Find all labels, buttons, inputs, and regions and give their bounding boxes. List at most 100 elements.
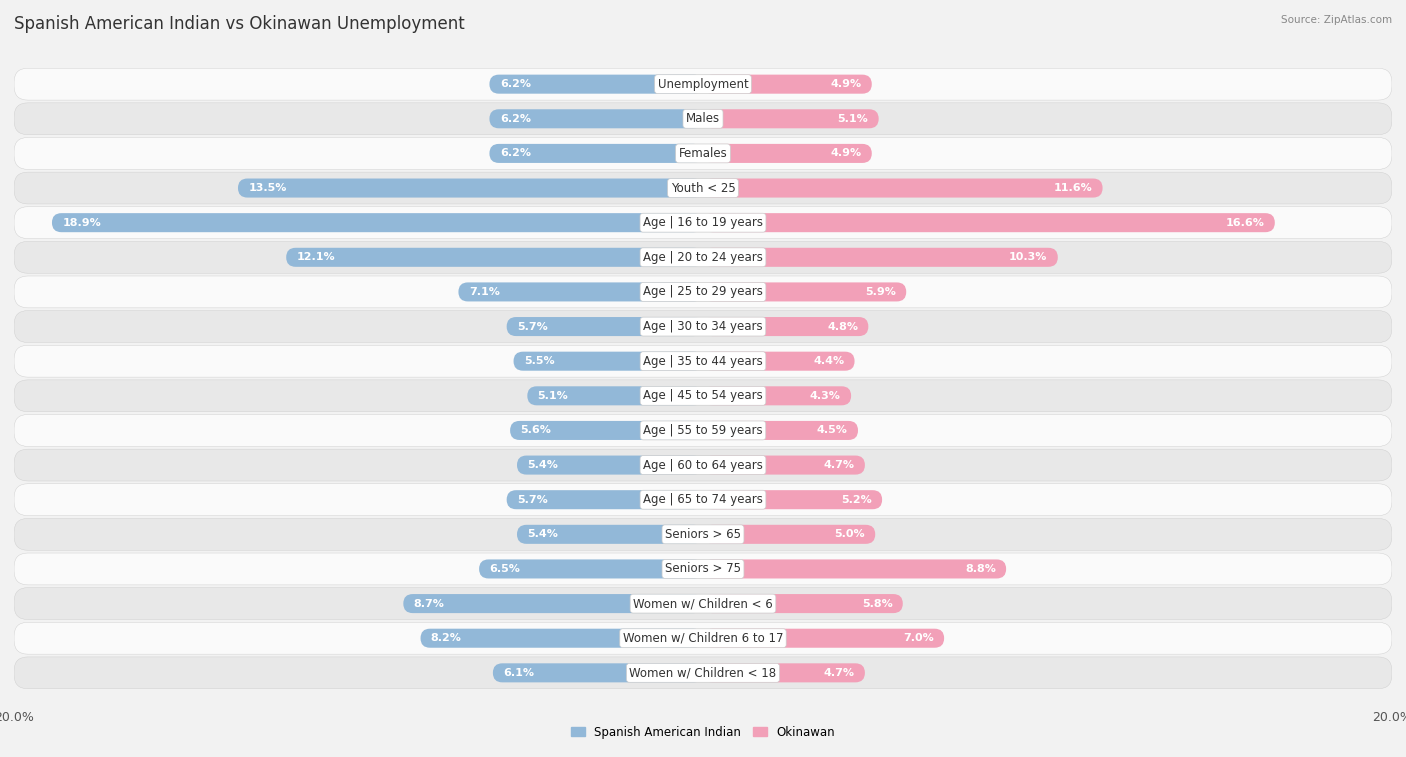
Text: 5.9%: 5.9% bbox=[865, 287, 896, 297]
FancyBboxPatch shape bbox=[494, 663, 703, 682]
FancyBboxPatch shape bbox=[14, 138, 1392, 170]
Text: 5.2%: 5.2% bbox=[841, 495, 872, 505]
FancyBboxPatch shape bbox=[238, 179, 703, 198]
Text: 12.1%: 12.1% bbox=[297, 252, 335, 262]
FancyBboxPatch shape bbox=[489, 109, 703, 128]
Text: 10.3%: 10.3% bbox=[1010, 252, 1047, 262]
Text: Unemployment: Unemployment bbox=[658, 78, 748, 91]
Text: Age | 35 to 44 years: Age | 35 to 44 years bbox=[643, 355, 763, 368]
Text: 6.2%: 6.2% bbox=[499, 114, 530, 124]
FancyBboxPatch shape bbox=[703, 559, 1007, 578]
Text: Spanish American Indian vs Okinawan Unemployment: Spanish American Indian vs Okinawan Unem… bbox=[14, 15, 465, 33]
FancyBboxPatch shape bbox=[703, 594, 903, 613]
Text: 6.2%: 6.2% bbox=[499, 148, 530, 158]
Text: 13.5%: 13.5% bbox=[249, 183, 287, 193]
Text: 4.5%: 4.5% bbox=[817, 425, 848, 435]
FancyBboxPatch shape bbox=[14, 449, 1392, 481]
Text: 4.7%: 4.7% bbox=[824, 460, 855, 470]
FancyBboxPatch shape bbox=[703, 629, 945, 648]
FancyBboxPatch shape bbox=[14, 484, 1392, 516]
Text: 6.5%: 6.5% bbox=[489, 564, 520, 574]
Text: Age | 30 to 34 years: Age | 30 to 34 years bbox=[643, 320, 763, 333]
Text: 4.7%: 4.7% bbox=[824, 668, 855, 678]
FancyBboxPatch shape bbox=[479, 559, 703, 578]
Text: Males: Males bbox=[686, 112, 720, 126]
Text: 5.7%: 5.7% bbox=[517, 322, 548, 332]
FancyBboxPatch shape bbox=[703, 75, 872, 94]
Text: Age | 25 to 29 years: Age | 25 to 29 years bbox=[643, 285, 763, 298]
FancyBboxPatch shape bbox=[510, 421, 703, 440]
FancyBboxPatch shape bbox=[513, 352, 703, 371]
Text: Youth < 25: Youth < 25 bbox=[671, 182, 735, 195]
Text: 4.3%: 4.3% bbox=[810, 391, 841, 400]
Text: Women w/ Children 6 to 17: Women w/ Children 6 to 17 bbox=[623, 631, 783, 645]
FancyBboxPatch shape bbox=[14, 553, 1392, 585]
Text: 16.6%: 16.6% bbox=[1226, 218, 1264, 228]
FancyBboxPatch shape bbox=[14, 310, 1392, 342]
Text: 11.6%: 11.6% bbox=[1053, 183, 1092, 193]
FancyBboxPatch shape bbox=[14, 68, 1392, 100]
FancyBboxPatch shape bbox=[703, 421, 858, 440]
Text: Age | 45 to 54 years: Age | 45 to 54 years bbox=[643, 389, 763, 402]
Text: Age | 20 to 24 years: Age | 20 to 24 years bbox=[643, 251, 763, 263]
Text: Age | 16 to 19 years: Age | 16 to 19 years bbox=[643, 217, 763, 229]
Text: 5.1%: 5.1% bbox=[838, 114, 869, 124]
FancyBboxPatch shape bbox=[14, 519, 1392, 550]
FancyBboxPatch shape bbox=[517, 525, 703, 544]
Text: Women w/ Children < 18: Women w/ Children < 18 bbox=[630, 666, 776, 679]
Text: Women w/ Children < 6: Women w/ Children < 6 bbox=[633, 597, 773, 610]
FancyBboxPatch shape bbox=[506, 491, 703, 509]
Text: Seniors > 75: Seniors > 75 bbox=[665, 562, 741, 575]
FancyBboxPatch shape bbox=[703, 525, 875, 544]
Text: 5.5%: 5.5% bbox=[524, 357, 554, 366]
FancyBboxPatch shape bbox=[703, 144, 872, 163]
Text: 5.4%: 5.4% bbox=[527, 529, 558, 539]
FancyBboxPatch shape bbox=[703, 317, 869, 336]
Text: Age | 65 to 74 years: Age | 65 to 74 years bbox=[643, 494, 763, 506]
Text: 5.8%: 5.8% bbox=[862, 599, 893, 609]
Text: 18.9%: 18.9% bbox=[62, 218, 101, 228]
Text: Age | 60 to 64 years: Age | 60 to 64 years bbox=[643, 459, 763, 472]
Text: Age | 55 to 59 years: Age | 55 to 59 years bbox=[643, 424, 763, 437]
FancyBboxPatch shape bbox=[420, 629, 703, 648]
Text: 5.4%: 5.4% bbox=[527, 460, 558, 470]
FancyBboxPatch shape bbox=[14, 657, 1392, 689]
FancyBboxPatch shape bbox=[14, 241, 1392, 273]
FancyBboxPatch shape bbox=[506, 317, 703, 336]
FancyBboxPatch shape bbox=[703, 109, 879, 128]
Text: 4.4%: 4.4% bbox=[813, 357, 844, 366]
Text: Females: Females bbox=[679, 147, 727, 160]
FancyBboxPatch shape bbox=[703, 352, 855, 371]
Text: 4.9%: 4.9% bbox=[831, 79, 862, 89]
Text: Seniors > 65: Seniors > 65 bbox=[665, 528, 741, 540]
FancyBboxPatch shape bbox=[14, 345, 1392, 377]
FancyBboxPatch shape bbox=[703, 282, 907, 301]
FancyBboxPatch shape bbox=[14, 172, 1392, 204]
FancyBboxPatch shape bbox=[14, 622, 1392, 654]
FancyBboxPatch shape bbox=[14, 380, 1392, 412]
FancyBboxPatch shape bbox=[489, 144, 703, 163]
FancyBboxPatch shape bbox=[52, 213, 703, 232]
FancyBboxPatch shape bbox=[14, 103, 1392, 135]
FancyBboxPatch shape bbox=[14, 207, 1392, 238]
FancyBboxPatch shape bbox=[703, 491, 882, 509]
Text: 7.1%: 7.1% bbox=[468, 287, 499, 297]
FancyBboxPatch shape bbox=[703, 386, 851, 405]
Text: 5.1%: 5.1% bbox=[537, 391, 568, 400]
Text: 6.1%: 6.1% bbox=[503, 668, 534, 678]
Text: 5.6%: 5.6% bbox=[520, 425, 551, 435]
FancyBboxPatch shape bbox=[703, 179, 1102, 198]
FancyBboxPatch shape bbox=[703, 456, 865, 475]
FancyBboxPatch shape bbox=[517, 456, 703, 475]
Text: Source: ZipAtlas.com: Source: ZipAtlas.com bbox=[1281, 15, 1392, 25]
Legend: Spanish American Indian, Okinawan: Spanish American Indian, Okinawan bbox=[567, 721, 839, 743]
FancyBboxPatch shape bbox=[287, 248, 703, 266]
Text: 8.7%: 8.7% bbox=[413, 599, 444, 609]
FancyBboxPatch shape bbox=[458, 282, 703, 301]
FancyBboxPatch shape bbox=[489, 75, 703, 94]
FancyBboxPatch shape bbox=[703, 663, 865, 682]
Text: 4.9%: 4.9% bbox=[831, 148, 862, 158]
Text: 6.2%: 6.2% bbox=[499, 79, 530, 89]
Text: 8.8%: 8.8% bbox=[965, 564, 995, 574]
FancyBboxPatch shape bbox=[14, 587, 1392, 619]
